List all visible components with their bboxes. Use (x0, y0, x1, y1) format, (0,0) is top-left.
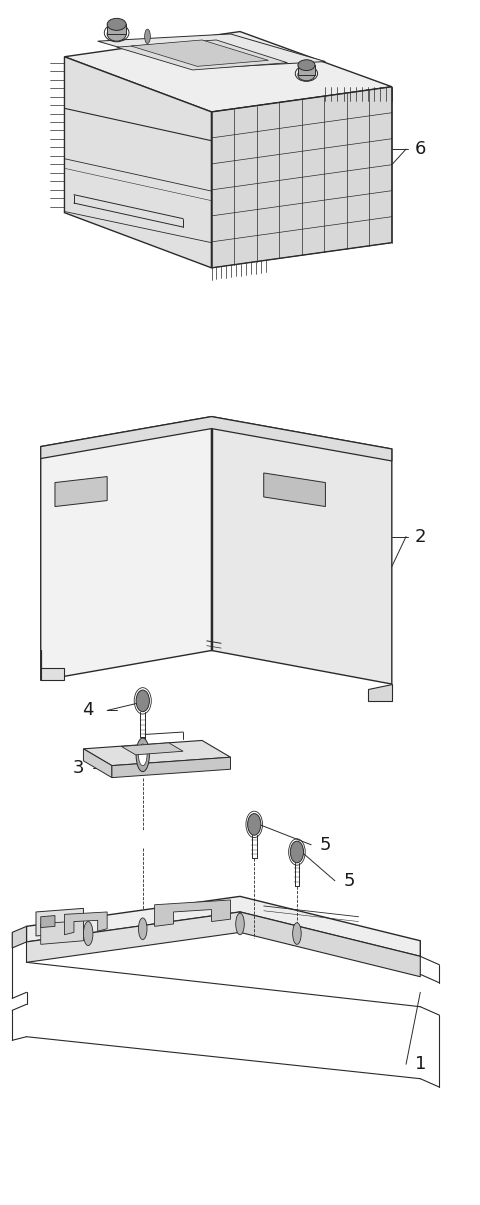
Polygon shape (212, 417, 392, 684)
Polygon shape (97, 34, 325, 69)
Polygon shape (298, 65, 315, 75)
Polygon shape (55, 476, 107, 506)
Polygon shape (41, 916, 55, 928)
Polygon shape (26, 897, 420, 957)
Circle shape (236, 913, 244, 935)
Ellipse shape (290, 841, 303, 863)
Polygon shape (131, 40, 268, 66)
Text: 1: 1 (415, 1056, 426, 1074)
Polygon shape (107, 24, 126, 34)
Polygon shape (64, 57, 212, 268)
Ellipse shape (136, 690, 149, 712)
Ellipse shape (298, 60, 315, 71)
Text: 4: 4 (83, 701, 94, 719)
Polygon shape (64, 912, 107, 935)
Polygon shape (36, 909, 84, 936)
Ellipse shape (107, 18, 126, 30)
Polygon shape (84, 740, 230, 765)
Text: 5: 5 (320, 836, 331, 854)
Ellipse shape (107, 27, 126, 41)
Circle shape (138, 743, 147, 765)
Text: 2: 2 (415, 528, 426, 546)
Polygon shape (264, 472, 325, 506)
Polygon shape (117, 40, 288, 70)
Circle shape (293, 923, 301, 945)
Polygon shape (212, 87, 392, 268)
Polygon shape (12, 927, 26, 948)
Circle shape (136, 737, 149, 771)
Polygon shape (41, 921, 84, 945)
Text: 6: 6 (415, 140, 426, 158)
Ellipse shape (298, 69, 315, 81)
Ellipse shape (248, 813, 261, 835)
Polygon shape (41, 651, 64, 681)
Polygon shape (64, 31, 392, 112)
Circle shape (84, 922, 93, 946)
Polygon shape (121, 742, 183, 754)
Polygon shape (155, 900, 230, 927)
Polygon shape (41, 417, 212, 681)
Polygon shape (84, 748, 112, 777)
Text: 3: 3 (73, 759, 84, 777)
Polygon shape (41, 417, 392, 462)
Circle shape (138, 918, 147, 940)
Polygon shape (368, 684, 392, 701)
Circle shape (144, 29, 150, 43)
Polygon shape (112, 757, 230, 777)
Polygon shape (26, 912, 240, 963)
Polygon shape (240, 912, 420, 977)
Text: 5: 5 (343, 871, 355, 889)
